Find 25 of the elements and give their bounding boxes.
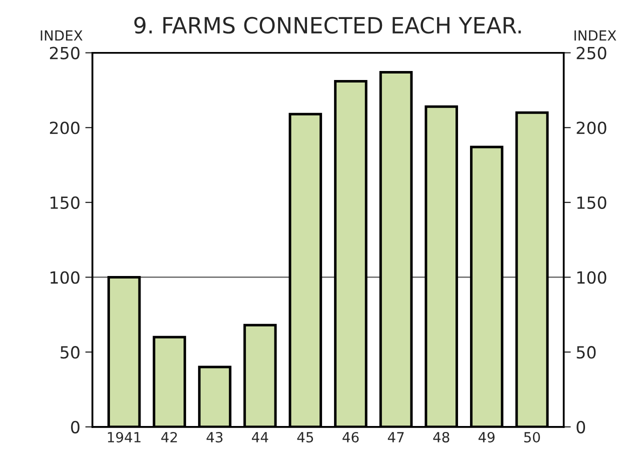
y2-tick-label: 50 bbox=[576, 346, 596, 359]
y-axis-title: INDEX bbox=[40, 30, 82, 41]
y2-tick-label: 200 bbox=[576, 122, 606, 134]
x-tick-label: 42 bbox=[161, 432, 177, 442]
x-tick-label: 45 bbox=[297, 432, 314, 442]
x-tick-label: 50 bbox=[524, 432, 540, 442]
y2-tick-label: 250 bbox=[576, 46, 606, 60]
x-tick-label: 44 bbox=[252, 432, 268, 442]
y-tick-label: 200 bbox=[50, 122, 80, 134]
y2-axis-title: INDEX bbox=[574, 30, 616, 41]
y-tick-label: 0 bbox=[71, 420, 80, 434]
x-tick-label: 1941 bbox=[108, 432, 140, 442]
y-tick-label: 50 bbox=[60, 346, 80, 359]
x-tick-label: 49 bbox=[478, 432, 495, 442]
y2-tick-label: 100 bbox=[577, 271, 606, 284]
x-tick-label: 48 bbox=[433, 432, 450, 442]
y-tick-label: 150 bbox=[50, 196, 80, 209]
x-tick-label: 47 bbox=[388, 432, 404, 442]
y2-tick-label: 0 bbox=[576, 420, 586, 434]
x-tick-label: 43 bbox=[206, 432, 222, 442]
x-tick-label: 46 bbox=[342, 432, 359, 442]
y2-tick-label: 150 bbox=[577, 196, 606, 209]
chart-title: 9. FARMS CONNECTED EACH YEAR. bbox=[134, 16, 521, 34]
y-tick-label: 250 bbox=[50, 46, 80, 60]
y-tick-label: 100 bbox=[50, 271, 80, 284]
